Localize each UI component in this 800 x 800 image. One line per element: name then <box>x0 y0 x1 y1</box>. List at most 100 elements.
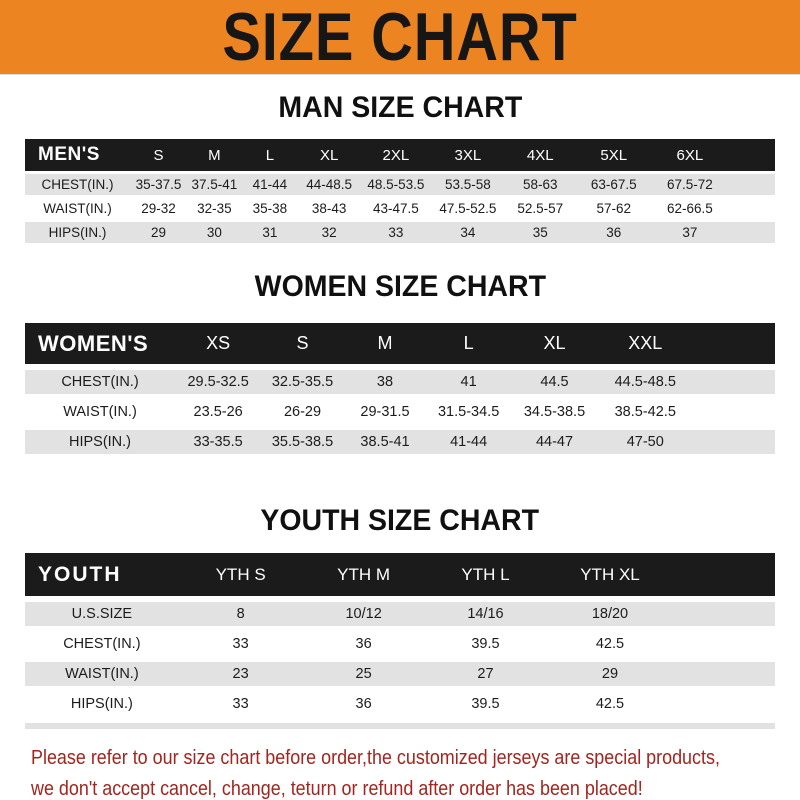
spacer-cell <box>729 198 776 219</box>
section-men: MAN SIZE CHART MEN'S S M L XL 2XL 3XL 4XL 5XL 6XL… <box>0 91 800 246</box>
footer-line-1: Please refer to our size chart before or… <box>31 746 720 769</box>
spacer-cell <box>729 139 776 171</box>
size-value-cell: 29 <box>601 666 619 682</box>
size-value-cell: 35-37.5 <box>135 177 182 192</box>
size-column-header: YTH XL <box>580 564 640 584</box>
size-value-cell: 31.5-34.5 <box>437 404 500 420</box>
table-title-cell: MEN'S <box>38 144 100 165</box>
row-label: WAIST(IN.) <box>65 666 139 682</box>
size-column-header: L <box>463 333 474 353</box>
size-column-header: XS <box>206 333 231 353</box>
table-row: WAIST(IN.) 23.5-26 26-29 29-31.5 31.5-34.5 34… <box>25 400 775 424</box>
youth-section-heading: YOUTH SIZE CHART <box>260 504 540 537</box>
size-value-cell: 42.5 <box>595 696 625 712</box>
size-column-header: XL <box>319 146 339 164</box>
size-value-cell: 62-66.5 <box>666 201 713 216</box>
table-row: HIPS(IN.) 29 30 31 32 33 34 35 36 37 <box>25 222 775 243</box>
size-value-cell: 34 <box>460 225 476 240</box>
size-value-cell: 38-43 <box>311 201 347 216</box>
size-column-header: 4XL <box>526 146 554 164</box>
table-row: HIPS(IN.) 33 36 39.5 42.5 <box>25 692 775 716</box>
size-value-cell: 27 <box>477 666 494 682</box>
section-youth: YOUTH SIZE CHART YOUTH YTH S YTH M YTH L YTH… <box>0 504 800 729</box>
size-value-cell: 18/20 <box>591 606 629 622</box>
men-section-heading: MAN SIZE CHART <box>278 91 522 124</box>
women-section-heading: WOMEN SIZE CHART <box>254 270 546 303</box>
spacer-cell <box>674 632 775 656</box>
size-value-cell: 38.5-42.5 <box>614 404 676 420</box>
size-value-cell: 63-67.5 <box>590 177 637 192</box>
size-column-header: YTH M <box>337 564 391 584</box>
spacer-cell <box>693 400 776 424</box>
size-value-cell: 23.5-26 <box>193 404 243 420</box>
size-value-cell: 29 <box>150 225 167 240</box>
table-row: CHEST(IN.) 29.5-32.5 32.5-35.5 38 41 44.5 44.5… <box>25 370 775 394</box>
size-value-cell: 38 <box>376 374 394 390</box>
size-value-cell: 39.5 <box>471 636 500 652</box>
row-label: HIPS(IN.) <box>70 696 133 712</box>
size-value-cell: 29.5-32.5 <box>187 374 249 390</box>
spacer-cell <box>693 430 776 454</box>
size-value-cell: 57-62 <box>596 201 632 216</box>
table-row: HIPS(IN.) 33-35.5 35.5-38.5 38.5-41 41-44 44-… <box>25 430 775 454</box>
size-value-cell: 43-47.5 <box>372 201 419 216</box>
size-column-header: YTH S <box>215 564 266 584</box>
spacer-cell <box>674 692 775 716</box>
size-value-cell: 44.5-48.5 <box>614 374 676 390</box>
row-label: WAIST(IN.) <box>63 404 137 420</box>
size-value-cell: 36 <box>355 696 372 712</box>
size-value-cell: 37.5-41 <box>191 177 238 192</box>
size-value-cell: 29-32 <box>141 201 176 216</box>
size-value-cell: 35 <box>532 225 548 240</box>
size-value-cell: 47-50 <box>626 434 664 450</box>
row-label: U.S.SIZE <box>71 606 133 622</box>
size-column-header: XXL <box>628 333 663 353</box>
size-column-header: XL <box>543 333 566 353</box>
size-value-cell: 33 <box>388 225 404 240</box>
footer-line-2: we don't accept cancel, change, teturn o… <box>31 777 643 800</box>
size-value-cell: 26-29 <box>283 404 322 420</box>
size-value-cell: 32.5-35.5 <box>271 374 334 390</box>
spacer-cell <box>674 662 775 686</box>
size-value-cell: 67.5-72 <box>666 177 713 192</box>
size-value-cell: 29-31.5 <box>360 404 410 420</box>
table-header-row: YOUTH YTH S YTH M YTH L YTH XL <box>25 553 775 596</box>
banner: SIZE CHART <box>0 0 800 75</box>
size-value-cell: 58-63 <box>522 177 558 192</box>
size-value-cell: 25 <box>355 666 372 682</box>
table-row: WAIST(IN.) 29-32 32-35 35-38 38-43 43-47.5 47.… <box>25 198 775 219</box>
size-value-cell: 35-38 <box>252 201 288 216</box>
size-value-cell: 31 <box>262 225 278 240</box>
size-value-cell: 41 <box>460 374 477 390</box>
page-title: SIZE CHART <box>222 0 578 75</box>
table-row: CHEST(IN.) 33 36 39.5 42.5 <box>25 632 775 656</box>
table-row: CHEST(IN.) 35-37.5 37.5-41 41-44 44-48.5 48.5… <box>25 174 775 195</box>
size-column-header: 2XL <box>382 146 410 164</box>
size-value-cell: 36 <box>606 225 622 240</box>
size-value-cell: 44-48.5 <box>306 177 353 192</box>
size-value-cell: 47.5-52.5 <box>439 201 497 216</box>
size-value-cell: 33-35.5 <box>193 434 243 450</box>
table-header-row: WOMEN'S XS S M L XL XXL <box>25 323 775 364</box>
size-value-cell: 53.5-58 <box>444 177 491 192</box>
size-value-cell: 38.5-41 <box>360 434 410 450</box>
spacer-cell <box>693 370 776 394</box>
row-label: CHEST(IN.) <box>41 177 114 192</box>
table-bottom-strip <box>25 723 775 729</box>
size-value-cell: 52.5-57 <box>517 201 564 216</box>
size-value-cell: 44-47 <box>535 434 574 450</box>
table-row: WAIST(IN.) 23 25 27 29 <box>25 662 775 686</box>
spacer-cell <box>693 323 776 364</box>
size-value-cell: 34.5-38.5 <box>523 404 586 420</box>
size-column-header: 3XL <box>454 146 482 164</box>
size-value-cell: 37 <box>682 225 698 240</box>
size-value-cell: 32 <box>321 225 337 240</box>
size-value-cell: 30 <box>206 225 222 240</box>
size-value-cell: 44.5 <box>540 374 569 390</box>
size-value-cell: 42.5 <box>595 636 625 652</box>
size-column-header: L <box>265 146 275 164</box>
size-value-cell: 33 <box>232 696 249 712</box>
table-row: U.S.SIZE 8 10/12 14/16 18/20 <box>25 602 775 626</box>
row-label: HIPS(IN.) <box>68 434 132 450</box>
size-column-header: M <box>377 333 393 353</box>
